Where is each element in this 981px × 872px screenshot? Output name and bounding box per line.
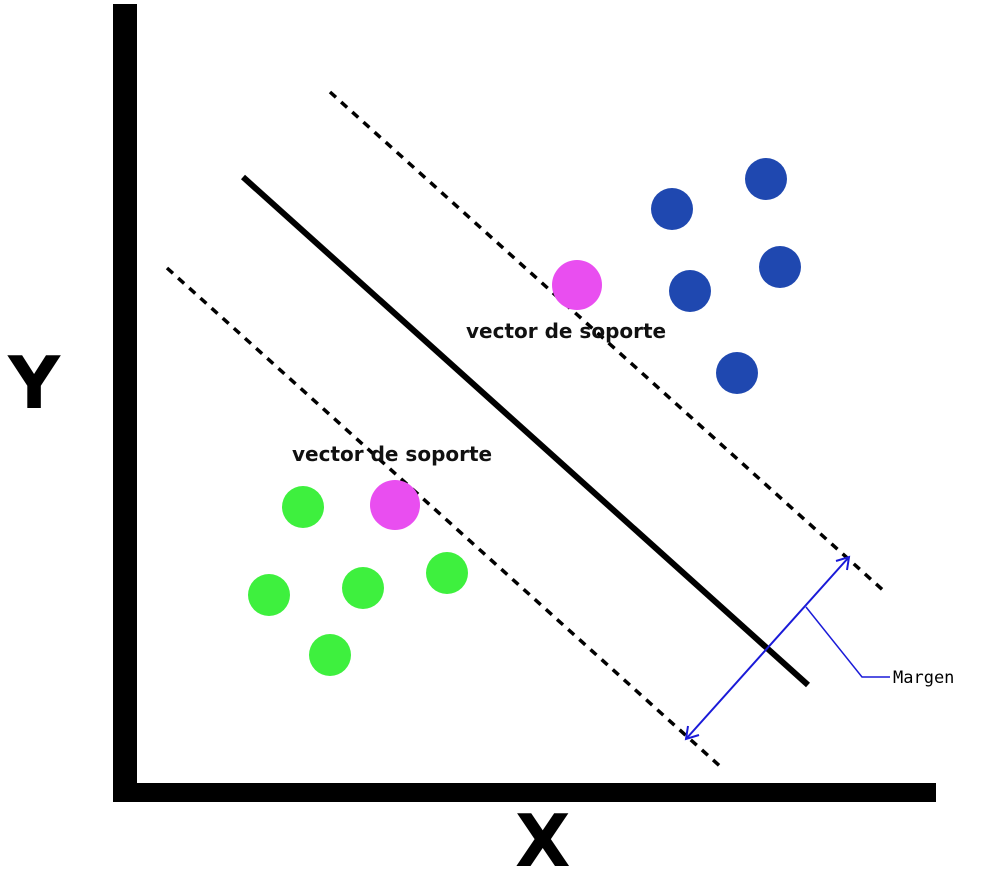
green-point (309, 634, 351, 676)
blue-point (669, 270, 711, 312)
y-axis (113, 4, 137, 802)
x-axis-label: X (515, 799, 571, 872)
green-point (426, 552, 468, 594)
blue-point (716, 352, 758, 394)
margin-label: Margen (893, 668, 954, 688)
x-axis (113, 783, 936, 802)
green-point (248, 574, 290, 616)
lower-margin-line (165, 266, 724, 770)
hyperplane-line (240, 174, 811, 688)
support-vector-lower-label: vector de soporte (292, 442, 492, 466)
margin-leader-line (805, 606, 890, 678)
green-point (282, 486, 324, 528)
support-vector-lower-point (370, 480, 420, 530)
support-vector-upper-label: vector de soporte (466, 319, 666, 343)
support-vector-upper-point (552, 260, 602, 310)
y-axis-label: Y (7, 341, 61, 425)
blue-point (651, 188, 693, 230)
margin-arrow (684, 555, 851, 741)
blue-point (759, 246, 801, 288)
blue-point (745, 158, 787, 200)
upper-margin-line (328, 90, 887, 594)
green-point (342, 567, 384, 609)
